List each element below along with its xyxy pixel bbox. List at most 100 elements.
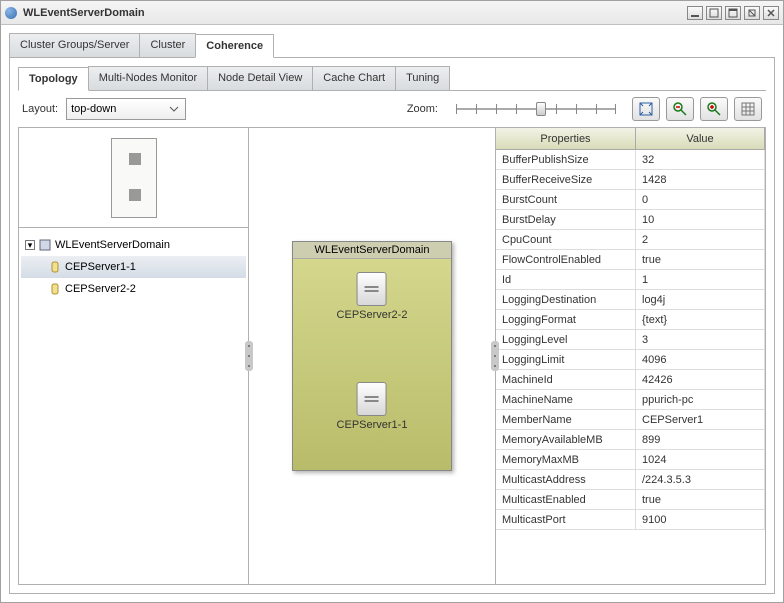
property-key: BufferPublishSize	[496, 150, 636, 169]
property-row[interactable]: LoggingLimit4096	[496, 350, 765, 370]
outer-tab[interactable]: Cluster	[139, 33, 196, 57]
property-value: 1	[636, 270, 765, 289]
property-value: 32	[636, 150, 765, 169]
topology-node[interactable]: CEPServer1-1	[337, 382, 408, 431]
content: Cluster Groups/ServerClusterCoherence To…	[1, 25, 783, 602]
minimize-button[interactable]	[687, 6, 703, 20]
zoom-out-button[interactable]	[666, 97, 694, 121]
property-key: MemoryMaxMB	[496, 450, 636, 469]
inner-tabs: TopologyMulti-Nodes MonitorNode Detail V…	[18, 66, 766, 91]
left-splitter[interactable]	[245, 341, 253, 371]
properties-header: Properties Value	[496, 128, 765, 150]
domain-box[interactable]: WLEventServerDomain CEPServer2-2 CEPServe…	[292, 241, 452, 471]
close-button[interactable]	[763, 6, 779, 20]
property-row[interactable]: LoggingLevel3	[496, 330, 765, 350]
property-value: {text}	[636, 310, 765, 329]
detach-button[interactable]	[744, 6, 760, 20]
right-splitter[interactable]	[491, 341, 499, 371]
slider-thumb[interactable]	[536, 102, 546, 116]
titlebar: WLEventServerDomain	[1, 1, 783, 25]
maximize-button[interactable]	[725, 6, 741, 20]
topology-node[interactable]: CEPServer2-2	[337, 272, 408, 321]
property-row[interactable]: MemberNameCEPServer1	[496, 410, 765, 430]
property-value: true	[636, 490, 765, 509]
domain-icon	[39, 239, 51, 251]
property-row[interactable]: BufferReceiveSize1428	[496, 170, 765, 190]
inner-tab[interactable]: Tuning	[395, 66, 450, 90]
property-row[interactable]: BufferPublishSize32	[496, 150, 765, 170]
property-value: 10	[636, 210, 765, 229]
tree-toggle-icon[interactable]: ▾	[25, 240, 35, 250]
property-row[interactable]: BurstDelay10	[496, 210, 765, 230]
property-row[interactable]: Id1	[496, 270, 765, 290]
layout-label: Layout:	[22, 103, 58, 115]
property-key: MemberName	[496, 410, 636, 429]
property-value: 4096	[636, 350, 765, 369]
main-area: ▾ WLEventServerDomain CEPServer1-1 CEPServe…	[18, 127, 766, 585]
property-row[interactable]: BurstCount0	[496, 190, 765, 210]
property-key: LoggingLevel	[496, 330, 636, 349]
property-value: 42426	[636, 370, 765, 389]
property-key: MemoryAvailableMB	[496, 430, 636, 449]
fit-button[interactable]	[632, 97, 660, 121]
restore-button[interactable]	[706, 6, 722, 20]
topology-canvas[interactable]: WLEventServerDomain CEPServer2-2 CEPServe…	[249, 128, 495, 584]
properties-panel: Properties Value BufferPublishSize32Buff…	[495, 128, 765, 584]
property-row[interactable]: MulticastPort9100	[496, 510, 765, 530]
server-icon	[49, 261, 61, 273]
property-key: BufferReceiveSize	[496, 170, 636, 189]
property-value: 2	[636, 230, 765, 249]
property-key: MachineName	[496, 390, 636, 409]
inner-tab[interactable]: Cache Chart	[312, 66, 396, 90]
server-node-icon	[357, 382, 387, 416]
app-icon	[5, 7, 17, 19]
properties-body[interactable]: BufferPublishSize32BufferReceiveSize1428…	[496, 150, 765, 584]
property-value: 9100	[636, 510, 765, 529]
tree-item[interactable]: CEPServer2-2	[21, 278, 246, 300]
property-value: 899	[636, 430, 765, 449]
property-row[interactable]: LoggingDestinationlog4j	[496, 290, 765, 310]
property-row[interactable]: LoggingFormat{text}	[496, 310, 765, 330]
window-title: WLEventServerDomain	[23, 7, 684, 19]
layout-dropdown[interactable]: top-down	[66, 98, 186, 120]
zoom-in-button[interactable]	[700, 97, 728, 121]
inner-tab[interactable]: Node Detail View	[207, 66, 313, 90]
property-row[interactable]: MulticastAddress/224.3.5.3	[496, 470, 765, 490]
property-key: CpuCount	[496, 230, 636, 249]
property-value: log4j	[636, 290, 765, 309]
property-value: CEPServer1	[636, 410, 765, 429]
grid-button[interactable]	[734, 97, 762, 121]
layout-value: top-down	[71, 103, 116, 115]
property-value: 0	[636, 190, 765, 209]
tree-item-label: CEPServer1-1	[65, 261, 136, 273]
property-key: LoggingLimit	[496, 350, 636, 369]
property-row[interactable]: MulticastEnabledtrue	[496, 490, 765, 510]
property-row[interactable]: CpuCount2	[496, 230, 765, 250]
property-value: ppurich-pc	[636, 390, 765, 409]
property-value: 1428	[636, 170, 765, 189]
domain-box-title: WLEventServerDomain	[293, 242, 451, 259]
property-row[interactable]: MemoryAvailableMB899	[496, 430, 765, 450]
property-row[interactable]: MemoryMaxMB1024	[496, 450, 765, 470]
tree-root[interactable]: ▾ WLEventServerDomain	[21, 234, 246, 256]
inner-tab[interactable]: Multi-Nodes Monitor	[88, 66, 208, 90]
inner-tab[interactable]: Topology	[18, 67, 89, 91]
tree-root-label: WLEventServerDomain	[55, 239, 170, 251]
server-node-icon	[357, 272, 387, 306]
minimap[interactable]	[19, 128, 248, 228]
outer-tab[interactable]: Coherence	[195, 34, 274, 58]
value-col-header[interactable]: Value	[636, 128, 765, 149]
tree-item-label: CEPServer2-2	[65, 283, 136, 295]
property-value: 1024	[636, 450, 765, 469]
coherence-pane: TopologyMulti-Nodes MonitorNode Detail V…	[9, 58, 775, 594]
property-row[interactable]: FlowControlEnabledtrue	[496, 250, 765, 270]
property-row[interactable]: MachineNameppurich-pc	[496, 390, 765, 410]
properties-col-header[interactable]: Properties	[496, 128, 636, 149]
outer-tab[interactable]: Cluster Groups/Server	[9, 33, 140, 57]
zoom-slider[interactable]	[456, 100, 616, 118]
domain-tree: ▾ WLEventServerDomain CEPServer1-1 CEPServe…	[19, 228, 248, 584]
node-label: CEPServer1-1	[337, 419, 408, 431]
tree-item[interactable]: CEPServer1-1	[21, 256, 246, 278]
property-key: MulticastPort	[496, 510, 636, 529]
property-row[interactable]: MachineId42426	[496, 370, 765, 390]
